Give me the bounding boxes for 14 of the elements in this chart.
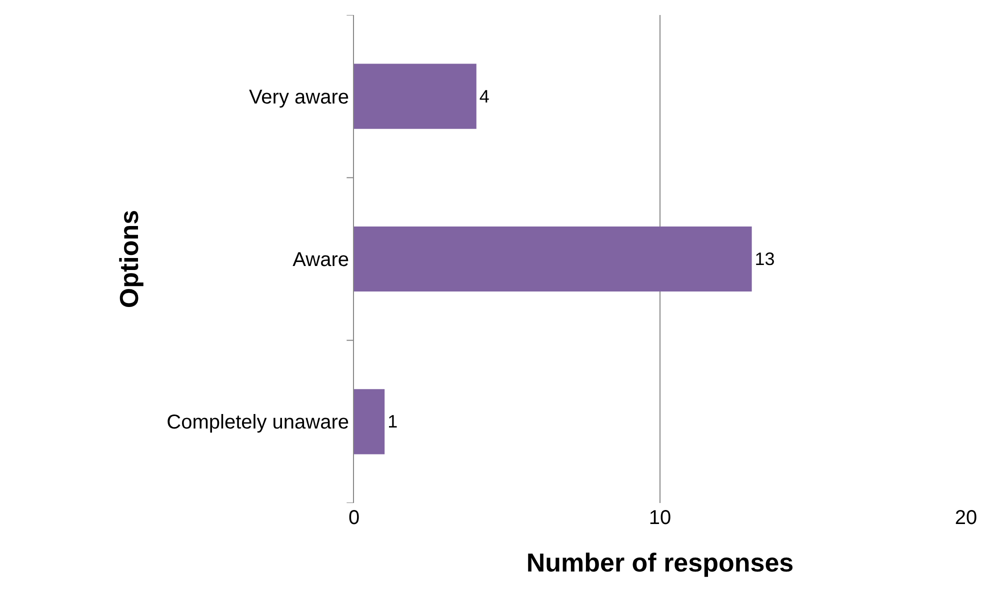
x-tick-label: 20 [954,507,978,529]
y-tick-label: Aware [292,249,349,271]
data-label: 13 [754,249,775,269]
data-label: 1 [388,412,398,432]
y-axis-title: Options [114,210,144,308]
x-tick-label: 10 [648,507,672,529]
y-tick-label: Very aware [248,86,349,108]
bar [354,64,476,129]
x-axis-title: Number of responses [526,548,794,578]
bar [354,389,385,454]
bar [354,226,752,292]
x-tick-label: 0 [348,507,360,529]
y-tick-label: Completely unaware [166,412,349,434]
data-label: 4 [479,86,490,106]
